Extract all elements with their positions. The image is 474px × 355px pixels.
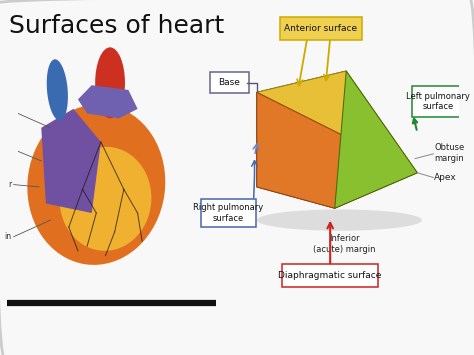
- Polygon shape: [257, 71, 346, 208]
- Text: Obtuse
margin: Obtuse margin: [434, 143, 465, 163]
- FancyBboxPatch shape: [280, 17, 362, 40]
- Text: r: r: [8, 180, 11, 189]
- Polygon shape: [41, 109, 101, 213]
- Text: in: in: [4, 232, 11, 241]
- FancyBboxPatch shape: [201, 199, 256, 227]
- FancyBboxPatch shape: [411, 86, 465, 117]
- Text: Inferior
(acute) margin: Inferior (acute) margin: [313, 234, 375, 254]
- Text: Surfaces of heart: Surfaces of heart: [9, 14, 224, 38]
- Polygon shape: [335, 71, 417, 208]
- Polygon shape: [78, 85, 137, 118]
- Ellipse shape: [60, 147, 151, 251]
- Text: Diaphragmatic surface: Diaphragmatic surface: [279, 271, 382, 280]
- Polygon shape: [257, 71, 417, 173]
- FancyBboxPatch shape: [210, 72, 249, 93]
- Text: Anterior surface: Anterior surface: [284, 24, 357, 33]
- Text: Apex: Apex: [434, 173, 457, 182]
- Ellipse shape: [27, 104, 165, 265]
- Text: Right pulmonary
surface: Right pulmonary surface: [193, 203, 264, 223]
- Ellipse shape: [95, 47, 125, 118]
- Text: Base: Base: [219, 78, 240, 87]
- Polygon shape: [257, 92, 417, 208]
- Ellipse shape: [257, 209, 422, 231]
- FancyBboxPatch shape: [282, 264, 378, 287]
- Text: Left pulmonary
surface: Left pulmonary surface: [406, 92, 470, 111]
- Ellipse shape: [47, 59, 68, 121]
